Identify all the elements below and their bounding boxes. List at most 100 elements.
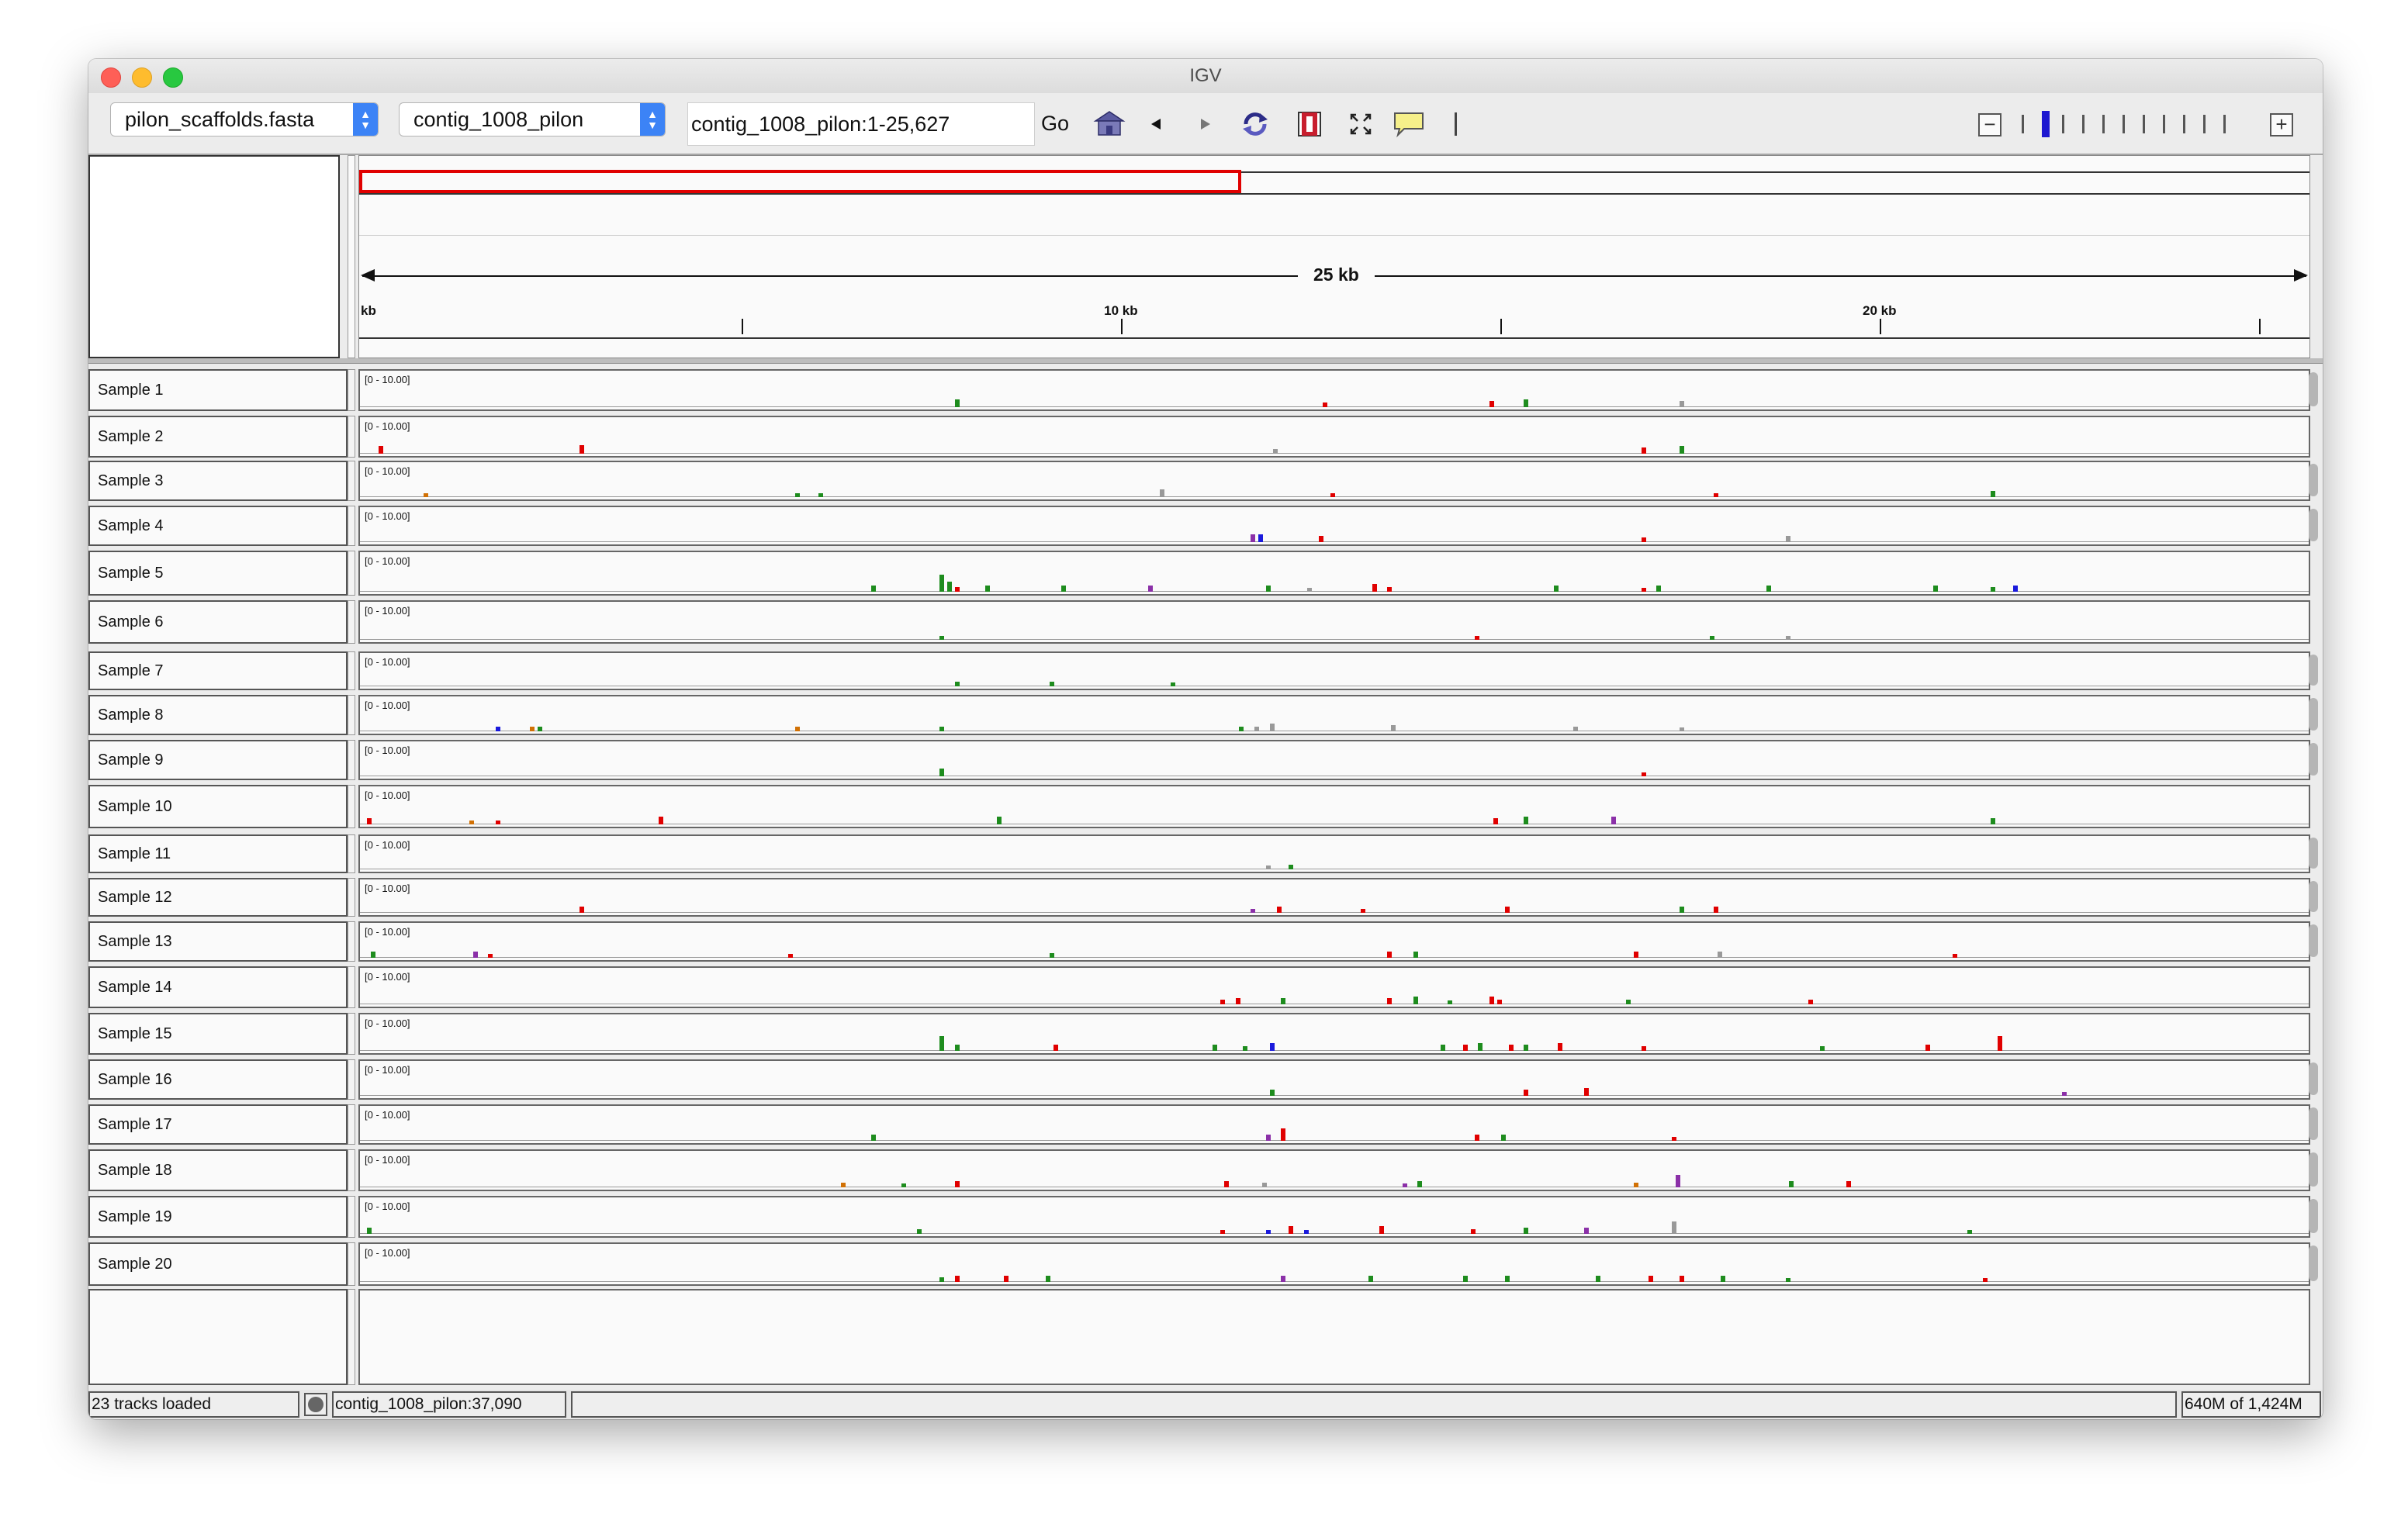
coverage-bar[interactable] <box>1846 1181 1851 1187</box>
coverage-bar[interactable] <box>901 1183 907 1187</box>
zoom-level-tick[interactable] <box>2163 115 2165 133</box>
coverage-bar[interactable] <box>1281 998 1286 1004</box>
coverage-bar[interactable] <box>1470 1228 1476 1234</box>
refresh-icon[interactable] <box>1238 109 1272 140</box>
coverage-bar[interactable] <box>496 726 501 731</box>
zoom-level-tick[interactable] <box>2223 115 2226 133</box>
coverage-bar[interactable] <box>1223 1181 1229 1187</box>
track-name[interactable]: Sample 2 <box>88 416 348 458</box>
zoom-level-tick[interactable] <box>2022 115 2024 133</box>
coverage-bar[interactable] <box>996 817 1002 824</box>
zoom-level-tick[interactable] <box>2203 115 2206 133</box>
coverage-bar[interactable] <box>1990 491 1995 497</box>
track-data[interactable]: [0 - 10.00] <box>358 1242 2310 1286</box>
track-data[interactable]: [0 - 10.00] <box>358 506 2310 546</box>
coverage-bar[interactable] <box>1633 1182 1638 1187</box>
zoom-level-tick[interactable] <box>2102 115 2105 133</box>
chromosome-select[interactable]: contig_1008_pilon ▲ ▼ <box>399 102 666 136</box>
track-name[interactable]: Sample 5 <box>88 551 348 596</box>
coverage-bar[interactable] <box>1584 1228 1590 1234</box>
coverage-bar[interactable] <box>579 444 584 454</box>
zoom-level-tick[interactable] <box>2123 115 2125 133</box>
coverage-bar[interactable] <box>1709 636 1714 640</box>
track-data[interactable]: [0 - 10.00] <box>358 966 2310 1008</box>
coverage-bar[interactable] <box>1967 1230 1973 1234</box>
coverage-bar[interactable] <box>1417 1181 1423 1187</box>
track-data[interactable]: [0 - 10.00] <box>358 600 2310 644</box>
coverage-bar[interactable] <box>1265 1135 1271 1141</box>
coverage-bar[interactable] <box>530 726 535 731</box>
coverage-bar[interactable] <box>1679 907 1684 913</box>
track-row[interactable]: Sample 11 [0 - 10.00] <box>88 834 2323 873</box>
track-data[interactable]: [0 - 10.00] <box>358 1149 2310 1191</box>
coverage-bar[interactable] <box>1289 864 1293 869</box>
zoom-widget[interactable]: − + <box>1978 110 2293 141</box>
zoom-out-button[interactable]: − <box>1978 113 2001 136</box>
coverage-bar[interactable] <box>1372 584 1377 592</box>
coverage-bar[interactable] <box>1049 952 1054 958</box>
track-row[interactable]: Sample 9 [0 - 10.00] <box>88 740 2323 780</box>
track-name[interactable]: Sample 4 <box>88 506 348 546</box>
coverage-bar[interactable] <box>378 446 383 454</box>
popup-info-icon[interactable] <box>1392 109 1426 140</box>
coverage-bar[interactable] <box>1269 724 1275 731</box>
coverage-bar[interactable] <box>1572 726 1578 731</box>
coverage-bar[interactable] <box>1679 1276 1684 1282</box>
coverage-bar[interactable] <box>1819 1045 1825 1051</box>
track-name[interactable]: Sample 6 <box>88 600 348 644</box>
current-view-box[interactable] <box>359 170 1241 193</box>
coverage-bar[interactable] <box>1596 1276 1601 1282</box>
coverage-bar[interactable] <box>1213 1045 1218 1051</box>
coverage-bar[interactable] <box>1641 772 1646 776</box>
coverage-bar[interactable] <box>939 636 945 640</box>
coverage-bar[interactable] <box>1251 909 1256 913</box>
coverage-bar[interactable] <box>1626 999 1631 1004</box>
coverage-bar[interactable] <box>1808 999 1813 1004</box>
track-data[interactable]: [0 - 10.00] <box>358 1104 2310 1145</box>
forward-icon[interactable] <box>1188 109 1223 140</box>
coverage-bar[interactable] <box>1391 725 1396 731</box>
zoom-window-button[interactable] <box>163 67 183 88</box>
track-data[interactable]: [0 - 10.00] <box>358 416 2310 458</box>
coverage-bar[interactable] <box>1251 534 1256 542</box>
coverage-bar[interactable] <box>1785 536 1790 542</box>
track-name[interactable]: Sample 19 <box>88 1196 348 1238</box>
coverage-bar[interactable] <box>1785 636 1790 640</box>
coverage-bar[interactable] <box>871 1135 877 1141</box>
genome-select[interactable]: pilon_scaffolds.fasta ▲ ▼ <box>110 102 379 136</box>
track-data[interactable]: [0 - 10.00] <box>358 369 2310 411</box>
track-data[interactable]: [0 - 10.00] <box>358 1059 2310 1100</box>
ruler-panel[interactable]: 25 kb kb 10 kb 20 kb <box>358 155 2310 358</box>
fit-icon[interactable] <box>1344 109 1378 140</box>
coverage-bar[interactable] <box>1504 907 1510 913</box>
coverage-bar[interactable] <box>659 817 664 824</box>
track-name[interactable]: Sample 9 <box>88 740 348 780</box>
coverage-bar[interactable] <box>1258 534 1263 542</box>
coverage-bar[interactable] <box>1496 999 1502 1004</box>
coverage-bar[interactable] <box>579 907 584 913</box>
coverage-bar[interactable] <box>488 954 493 958</box>
coverage-bar[interactable] <box>1319 536 1324 542</box>
coverage-bar[interactable] <box>787 954 793 958</box>
header-divider[interactable] <box>88 358 2323 364</box>
go-button[interactable]: Go <box>1041 112 1070 135</box>
coverage-bar[interactable] <box>1402 1183 1407 1187</box>
coverage-bar[interactable] <box>916 1228 922 1234</box>
track-row[interactable]: Sample 12 [0 - 10.00] <box>88 878 2323 917</box>
zoom-level-tick[interactable] <box>2143 115 2145 133</box>
track-row[interactable]: Sample 7 [0 - 10.00] <box>88 651 2323 690</box>
coverage-bar[interactable] <box>1474 636 1479 640</box>
track-row[interactable]: Sample 5 [0 - 10.00] <box>88 551 2323 596</box>
coverage-bar[interactable] <box>366 818 372 824</box>
coverage-bar[interactable] <box>1925 1045 1931 1051</box>
track-name[interactable]: Sample 14 <box>88 966 348 1008</box>
track-row[interactable]: Sample 19 [0 - 10.00] <box>88 1196 2323 1238</box>
coverage-bar[interactable] <box>1524 817 1529 824</box>
track-row[interactable]: Sample 14 [0 - 10.00] <box>88 966 2323 1008</box>
coverage-bar[interactable] <box>1952 954 1957 958</box>
track-row[interactable]: Sample 4 [0 - 10.00] <box>88 506 2323 546</box>
track-name[interactable]: Sample 17 <box>88 1104 348 1145</box>
track-row[interactable]: Sample 3 [0 - 10.00] <box>88 461 2323 501</box>
coverage-bar[interactable] <box>1379 1226 1385 1234</box>
coverage-bar[interactable] <box>1713 493 1718 497</box>
